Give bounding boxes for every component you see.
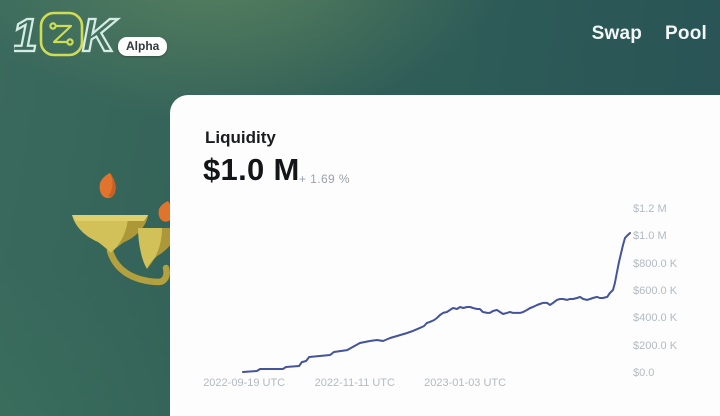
chart-plot-area [242, 232, 631, 373]
x-axis-label: 2022-11-11 UTC [314, 377, 395, 389]
x-axis-label: 2023-01-03 UTC [424, 377, 507, 389]
y-axis-label: $1.0 M [633, 230, 667, 243]
x-axis-label: 2022-09-19 UTC [203, 377, 286, 389]
main-nav: Swap Pool [592, 23, 707, 45]
logo-digit-1: 1 [14, 10, 38, 60]
liquidity-chart: $1.2 M $1.0 M $800.0 K $600.0 K $400.0 K $200… [170, 190, 720, 402]
liquidity-line-series [242, 232, 631, 373]
alpha-badge: Alpha [118, 37, 168, 56]
y-axis-label: $0.0 [633, 367, 655, 379]
y-axis-label: $200.0 K [633, 339, 678, 352]
liquidity-value: $1.0 M [203, 152, 300, 187]
y-axis-label: $800.0 K [633, 257, 678, 270]
card-title: Liquidity [205, 128, 276, 147]
logo-circuit-z-icon [49, 22, 74, 46]
liquidity-change-badge: + 1.69 % [299, 172, 350, 186]
nav-pool[interactable]: Pool [665, 23, 707, 44]
liquidity-card: Liquidity $1.0 M + 1.69 % $1.2 M $1.0 M $8… [170, 95, 720, 416]
candelabra-icon [72, 173, 178, 286]
logo-letter-k: K [82, 10, 118, 60]
y-axis-label: $1.2 M [633, 203, 667, 216]
logo[interactable]: 1 K Alpha [14, 10, 184, 62]
candelabra-illustration [58, 165, 178, 300]
logo-10k-icon: 1 K [14, 10, 119, 60]
y-axis-label: $600.0 K [633, 285, 678, 298]
nav-swap[interactable]: Swap [591, 23, 643, 44]
logo-zero-squircle [39, 11, 84, 57]
y-axis-label: $400.0 K [633, 312, 678, 325]
